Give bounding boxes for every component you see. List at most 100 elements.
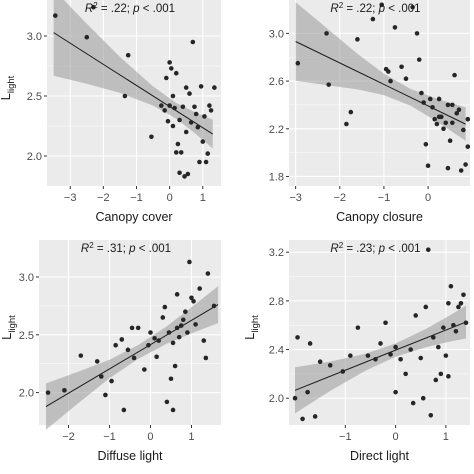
r2-value: = .22; xyxy=(98,3,133,15)
data-point xyxy=(420,395,426,401)
data-point xyxy=(427,96,433,102)
data-point xyxy=(399,64,404,70)
data-point xyxy=(383,320,388,326)
y-tick-label: 2.0 xyxy=(269,393,284,405)
x-tick-label: −3 xyxy=(64,192,77,204)
y-axis-title-subscript: light xyxy=(6,75,17,93)
data-point xyxy=(305,389,310,395)
data-point xyxy=(183,309,188,314)
data-point xyxy=(52,13,58,18)
data-point xyxy=(378,341,383,346)
data-point xyxy=(450,120,455,126)
r2-symbol: R xyxy=(330,243,338,255)
data-point xyxy=(165,118,171,124)
data-point xyxy=(113,342,118,348)
data-point xyxy=(198,84,204,89)
y-tick-label: 2.0 xyxy=(19,388,34,400)
data-point xyxy=(174,325,180,331)
r2-symbol: R xyxy=(330,3,338,15)
data-point xyxy=(202,114,207,119)
data-point xyxy=(441,126,446,132)
y-axis-title-main: L xyxy=(0,333,14,340)
data-point xyxy=(168,66,174,71)
y-axis-title: Llight xyxy=(242,315,261,340)
x-tick-label: −2 xyxy=(333,192,346,204)
data-point xyxy=(190,39,196,45)
data-point xyxy=(211,303,217,309)
data-point xyxy=(450,102,455,108)
data-point xyxy=(119,337,125,342)
data-point xyxy=(403,371,408,377)
x-tick-label: 1 xyxy=(443,431,449,443)
data-point xyxy=(45,390,51,395)
data-point xyxy=(452,72,457,78)
x-tick-label: −1 xyxy=(130,192,143,204)
confidence-band xyxy=(295,305,466,414)
data-point xyxy=(458,300,464,306)
data-point xyxy=(197,159,202,165)
data-point xyxy=(430,105,435,110)
y-tick-label: 1.8 xyxy=(269,171,284,183)
data-point xyxy=(463,162,468,167)
data-point xyxy=(295,60,301,66)
data-point xyxy=(170,93,176,99)
data-point xyxy=(433,377,439,383)
data-point xyxy=(205,151,211,156)
data-point xyxy=(208,108,214,113)
y-axis-title-main: L xyxy=(242,333,257,340)
data-point xyxy=(185,330,190,335)
data-point xyxy=(84,34,90,40)
data-point xyxy=(463,320,469,326)
data-point xyxy=(162,304,168,310)
data-point xyxy=(131,355,137,361)
data-point xyxy=(370,16,376,22)
data-point xyxy=(448,283,454,289)
data-point xyxy=(416,57,422,62)
data-point xyxy=(154,354,159,360)
data-point xyxy=(170,123,176,129)
data-point xyxy=(183,129,189,135)
panel-2: −3 −2 −1 0 1.8 2.2 2.6 3.0 R2 = .22; p < .001 Can… xyxy=(269,0,471,224)
x-axis-title: Canopy closure xyxy=(336,210,423,224)
x-tick-label: −2 xyxy=(62,431,75,443)
data-point xyxy=(324,31,329,36)
data-point xyxy=(414,31,420,36)
r2-exponent: 2 xyxy=(93,1,98,10)
data-point xyxy=(392,25,398,30)
p-value: < .001 xyxy=(385,243,421,255)
data-point xyxy=(445,165,451,171)
data-point xyxy=(188,120,194,125)
data-point xyxy=(386,69,391,74)
y-tick-label: 2.4 xyxy=(269,345,284,357)
data-point xyxy=(388,78,393,84)
data-point xyxy=(166,330,172,335)
data-point xyxy=(465,116,471,122)
data-point xyxy=(446,374,451,379)
data-point xyxy=(187,259,192,265)
data-point xyxy=(410,4,415,10)
y-axis-title: Llight xyxy=(0,315,18,340)
panel-3: −2 −1 0 1 2.0 2.5 3.0 R2 = .31; p < .001 Diffuse… xyxy=(0,240,221,463)
data-point xyxy=(300,416,305,422)
y-axis-title-subscript: light xyxy=(7,315,18,333)
data-point xyxy=(172,363,178,369)
data-point xyxy=(445,102,451,108)
x-tick-label: 1 xyxy=(188,431,194,443)
r2-exponent: 2 xyxy=(339,1,344,10)
data-point xyxy=(180,317,186,323)
data-point xyxy=(340,369,346,374)
data-point xyxy=(99,374,104,379)
data-point xyxy=(129,325,135,331)
y-tick-label: 2.5 xyxy=(27,91,42,103)
data-point xyxy=(292,395,298,401)
data-point xyxy=(193,111,199,117)
data-point xyxy=(327,363,333,368)
p-symbol: p xyxy=(378,3,386,15)
data-point xyxy=(436,114,442,120)
data-point xyxy=(122,93,128,99)
data-point xyxy=(146,342,151,348)
data-point xyxy=(365,353,371,358)
data-point xyxy=(62,388,67,393)
data-point xyxy=(185,171,191,177)
